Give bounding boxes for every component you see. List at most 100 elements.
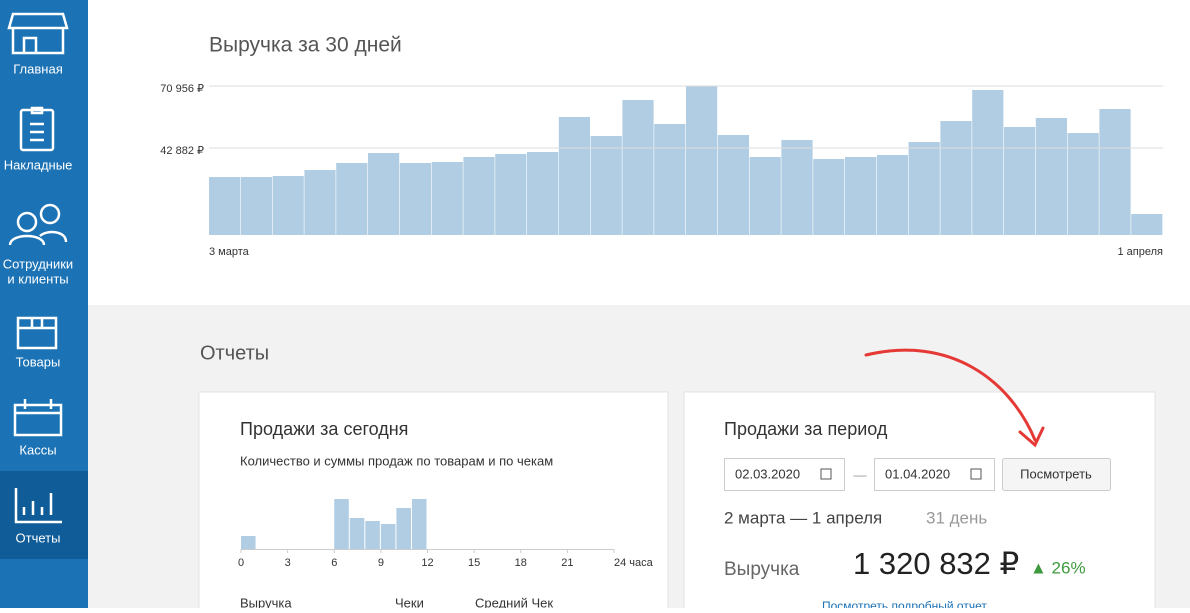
bar — [431, 162, 463, 235]
annotation-arrow — [864, 348, 1037, 442]
bar — [304, 170, 336, 235]
bar — [876, 155, 908, 235]
bar — [972, 90, 1004, 236]
date-value: 01.04.2020 — [885, 466, 950, 481]
bar — [272, 176, 304, 235]
bar — [845, 157, 877, 235]
hourly-chart: 0 3 6 9 12 15 18 21 24 часа — [238, 499, 654, 569]
bar — [749, 157, 781, 235]
date-input[interactable] — [724, 458, 845, 491]
bar — [334, 499, 349, 549]
x-tick-label: 24 часа — [614, 557, 654, 569]
report-link[interactable]: Посмотреть подробный отчет — [822, 599, 987, 613]
nav-item[interactable]: Накладные — [4, 157, 73, 172]
bar — [527, 152, 559, 235]
bar — [396, 508, 411, 549]
section-title: Отчеты — [200, 342, 269, 364]
date-input[interactable] — [874, 458, 995, 491]
bar — [463, 157, 495, 235]
x-tick-label: 3 — [285, 557, 291, 569]
card-title: Продажи за сегодня — [240, 419, 408, 439]
bar — [558, 117, 590, 235]
card-subtitle: Количество и суммы продаж по товарам и п… — [240, 453, 553, 468]
bar — [1067, 133, 1099, 235]
calendar-icon[interactable] — [970, 468, 982, 480]
x-tick-label: 21 — [561, 557, 573, 569]
x-tick-label: 12 — [421, 557, 433, 569]
card-title: Продажи за период — [724, 419, 888, 439]
date-value: 02.03.2020 — [735, 466, 800, 481]
nav-item[interactable]: Кассы — [19, 442, 56, 457]
icons — [7, 12, 69, 524]
calendar-icon[interactable] — [820, 468, 832, 480]
view-button[interactable] — [1002, 458, 1111, 491]
icon-person-body — [8, 234, 46, 246]
bar — [590, 135, 622, 235]
column-label: Средний Чек — [475, 595, 553, 608]
nav-item[interactable]: Товары — [16, 354, 61, 369]
card — [198, 391, 669, 613]
column-label: Чеки — [395, 595, 424, 608]
nav-item[interactable]: Главная — [13, 61, 62, 76]
bar — [686, 86, 718, 235]
annotation-arrowhead — [1018, 426, 1045, 448]
icon-person — [16, 211, 38, 233]
revenue-change: ▲ 26% — [1030, 558, 1086, 577]
sidebar-active — [0, 471, 88, 559]
y-tick-label: 42 882 ₽ — [160, 145, 204, 157]
bar — [349, 518, 365, 549]
icon-invoice-lines — [30, 106, 44, 142]
icon-reports — [14, 488, 62, 524]
bar — [622, 99, 654, 235]
revenue-value: 1 320 832 ₽ — [853, 546, 1019, 581]
x-tick-label: 3 марта — [209, 246, 250, 258]
bar — [380, 524, 396, 549]
x-tick-label: 9 — [378, 557, 384, 569]
nav-item[interactable]: Отчеты — [16, 530, 61, 545]
icon-home — [7, 12, 69, 55]
icon-cash — [13, 403, 63, 437]
bar — [399, 163, 431, 235]
bar — [495, 154, 527, 235]
bar — [411, 499, 427, 549]
bar — [717, 135, 749, 235]
icon-person2 — [39, 203, 61, 225]
period-range: 2 марта — 1 апреля — [724, 508, 882, 527]
bar — [813, 159, 845, 235]
bar — [1131, 214, 1163, 235]
column-label: Выручка — [240, 595, 292, 608]
icon-invoice — [19, 108, 55, 152]
revenue-chart: 42 882 ₽ 70 956 ₽ 3 марта 1 апреля — [160, 83, 1163, 258]
chart-title: Выручка за 30 дней — [209, 34, 402, 57]
bar — [241, 536, 256, 549]
dash: — — [854, 467, 867, 482]
bar — [1035, 117, 1067, 235]
icon-person2-body — [39, 230, 68, 243]
card — [683, 391, 1156, 613]
nav-item[interactable]: Сотрудники — [3, 256, 73, 271]
period-days: 31 день — [926, 508, 987, 527]
bar — [368, 153, 400, 235]
bar — [781, 140, 813, 235]
bar — [1004, 127, 1036, 235]
bar — [336, 163, 368, 235]
icon-cash-lines — [15, 399, 61, 415]
x-tick-label: 6 — [331, 557, 337, 569]
nav-item[interactable]: и клиенты — [7, 271, 68, 286]
y-tick-label: 70 956 ₽ — [160, 83, 204, 95]
x-tick-label: 18 — [515, 557, 527, 569]
bar — [209, 177, 241, 235]
bar — [908, 142, 940, 235]
bar — [940, 121, 972, 235]
icon-box — [16, 316, 58, 350]
bar — [1099, 109, 1131, 235]
button-label[interactable]: Посмотреть — [1020, 466, 1092, 481]
x-tick-label: 1 апреля — [1118, 246, 1164, 258]
bar — [240, 177, 272, 235]
revenue-label: Выручка — [724, 559, 800, 580]
bar — [365, 521, 380, 549]
icon-box-lines — [18, 318, 56, 330]
x-tick-label: 0 — [238, 557, 244, 569]
